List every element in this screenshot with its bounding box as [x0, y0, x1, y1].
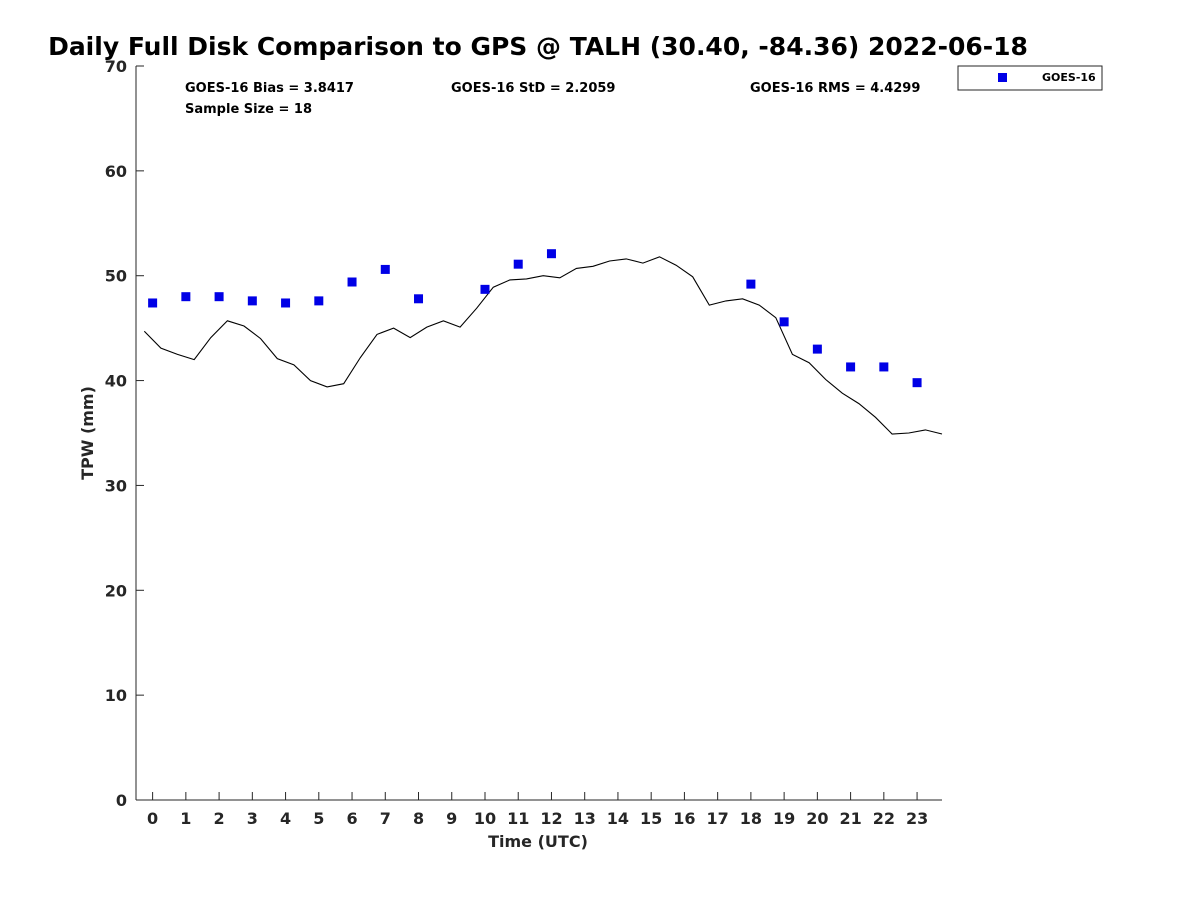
x-tick-label: 6	[346, 809, 357, 828]
x-tick-label: 23	[906, 809, 928, 828]
x-axis-label: Time (UTC)	[488, 832, 588, 851]
goes16-point	[214, 292, 224, 302]
x-tick-label: 17	[707, 809, 729, 828]
x-tick-label: 4	[280, 809, 291, 828]
goes16-point	[812, 344, 822, 354]
goes16-point	[314, 296, 324, 306]
x-tick-label: 11	[507, 809, 529, 828]
stat-sample-size: Sample Size = 18	[185, 102, 312, 117]
goes16-point	[546, 249, 556, 259]
x-tick-label: 9	[446, 809, 457, 828]
x-tick-label: 21	[839, 809, 861, 828]
y-axis-label: TPW (mm)	[78, 386, 97, 480]
y-tick-label: 30	[105, 476, 127, 495]
legend-marker	[998, 73, 1007, 82]
legend-label: GOES-16	[1042, 71, 1096, 84]
chart-title: Daily Full Disk Comparison to GPS @ TALH…	[48, 32, 1028, 61]
x-tick-label: 8	[413, 809, 424, 828]
x-tick-label: 18	[740, 809, 762, 828]
stat-std: GOES-16 StD = 2.2059	[451, 81, 615, 96]
goes16-point	[247, 296, 257, 306]
x-tick-label: 15	[640, 809, 662, 828]
x-tick-label: 22	[873, 809, 895, 828]
x-tick-label: 14	[607, 809, 629, 828]
x-ticks: 0 1 2 3 4 5 6 7 8 9 10 11 12 13 14 15 16 17 18 19 20 21 22 23	[147, 792, 928, 828]
x-tick-label: 3	[247, 809, 258, 828]
goes16-point	[846, 362, 856, 372]
x-tick-label: 10	[474, 809, 496, 828]
x-tick-label: 12	[540, 809, 562, 828]
x-tick-label: 5	[313, 809, 324, 828]
x-tick-label: 16	[673, 809, 695, 828]
goes16-series	[148, 249, 922, 388]
goes16-point	[912, 378, 922, 388]
y-tick-label: 60	[105, 162, 127, 181]
x-tick-label: 20	[806, 809, 828, 828]
y-tick-label: 70	[105, 57, 127, 76]
goes16-point	[148, 298, 158, 308]
plot-area	[135, 66, 942, 801]
y-ticks: 0 10 20 30 40 50 60 70	[105, 57, 144, 810]
stat-rms: GOES-16 RMS = 4.4299	[750, 81, 920, 96]
x-tick-label: 1	[180, 809, 191, 828]
goes16-point	[181, 292, 191, 302]
goes16-point	[480, 284, 490, 294]
goes16-point	[380, 264, 390, 274]
goes16-point	[513, 259, 523, 269]
goes16-point	[746, 279, 756, 289]
goes16-point	[347, 277, 357, 287]
x-tick-label: 13	[574, 809, 596, 828]
y-tick-label: 0	[116, 791, 127, 810]
goes16-point	[779, 317, 789, 327]
goes16-point	[414, 294, 424, 304]
x-tick-label: 0	[147, 809, 158, 828]
y-tick-label: 10	[105, 686, 127, 705]
goes16-point	[879, 362, 889, 372]
legend: GOES-16	[957, 65, 1103, 91]
x-tick-label: 19	[773, 809, 795, 828]
legend-box	[957, 65, 1103, 91]
gps-series	[143, 256, 943, 435]
x-tick-label: 7	[380, 809, 391, 828]
gps-line	[143, 256, 943, 435]
x-tick-label: 2	[214, 809, 225, 828]
y-tick-label: 50	[105, 267, 127, 286]
y-tick-label: 20	[105, 581, 127, 600]
stat-bias: GOES-16 Bias = 3.8417	[185, 81, 354, 96]
y-tick-label: 40	[105, 372, 127, 391]
goes16-point	[281, 298, 291, 308]
